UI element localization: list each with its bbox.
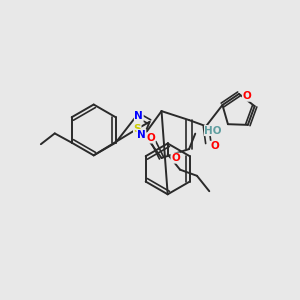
Text: O: O	[242, 91, 251, 101]
Text: O: O	[210, 141, 219, 151]
Text: N: N	[137, 130, 146, 140]
Text: S: S	[134, 124, 141, 134]
Text: O: O	[146, 133, 155, 143]
Text: N: N	[134, 112, 143, 122]
Text: HO: HO	[205, 126, 222, 136]
Text: O: O	[171, 153, 180, 163]
